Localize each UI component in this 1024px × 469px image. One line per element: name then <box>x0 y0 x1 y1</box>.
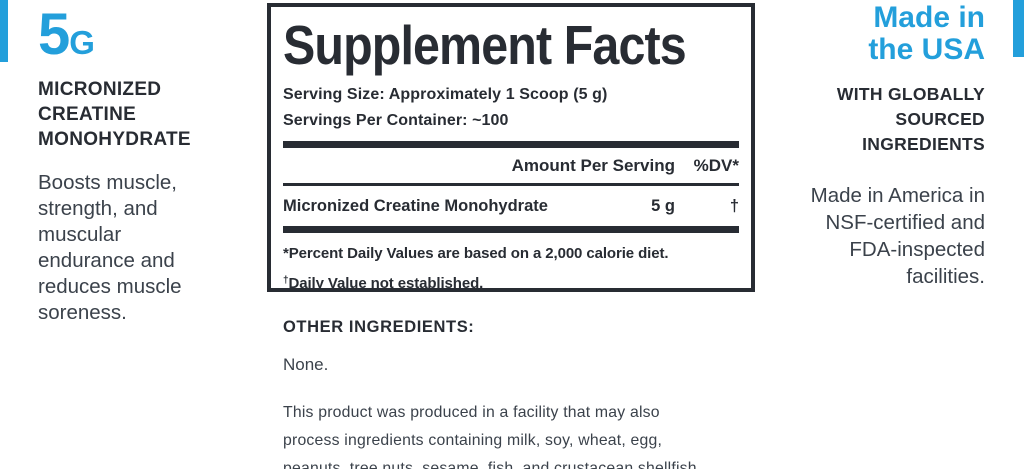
other-ingredients-heading: OTHER INGREDIENTS: <box>283 318 475 336</box>
globally-sourced-subheading: WITH GLOBALLY SOURCED INGREDIENTS <box>836 84 985 154</box>
divider-thin <box>283 183 739 187</box>
made-in-usa-heading: Made in the USA <box>868 1 985 66</box>
dose-number: 5 <box>38 2 70 67</box>
other-ingredients-value: None. <box>283 355 329 374</box>
footnote-percent-dv: *Percent Daily Values are based on a 2,0… <box>283 245 669 263</box>
right-edge-accent-bar <box>1013 0 1024 57</box>
divider-thick <box>283 226 739 234</box>
footnotes: *Percent Daily Values are based on a 2,0… <box>283 240 739 297</box>
allergen-statement: This product was produced in a facility … <box>283 404 702 469</box>
dv-header: %DV* <box>693 156 739 176</box>
supplement-facts-title: Supplement Facts <box>283 14 687 76</box>
other-ingredients-section: OTHER INGREDIENTS: None. This product wa… <box>283 318 753 469</box>
nutrient-row: Micronized Creatine Monohydrate 5 g † <box>283 186 739 226</box>
benefit-description: Boosts muscle, strength, and muscular en… <box>38 171 182 324</box>
nutrient-amount: 5 g <box>651 197 675 216</box>
dagger-symbol: † <box>283 275 289 287</box>
supplement-facts-panel: Supplement Facts Serving Size: Approxima… <box>267 3 755 292</box>
ingredient-heading: MICRONIZED CREATINE MONOHYDRATE <box>38 79 191 150</box>
dose-amount: 5G <box>38 6 233 64</box>
servings-per-container: Servings Per Container: ~100 <box>283 112 509 130</box>
divider-thick <box>283 141 739 149</box>
footnote-text: Daily Value not established. <box>288 275 484 293</box>
nutrient-name: Micronized Creatine Monohydrate <box>283 197 548 216</box>
serving-size: Serving Size: Approximately 1 Scoop (5 g… <box>283 86 608 104</box>
nutrient-dv: † <box>729 197 739 216</box>
benefit-column: 5G MICRONIZED CREATINE MONOHYDRATE Boost… <box>38 6 233 326</box>
dose-unit: G <box>69 24 95 61</box>
made-in-usa-column: Made in the USA WITH GLOBALLY SOURCED IN… <box>785 2 985 290</box>
footnote-dv-not-established: †Daily Value not established. <box>283 267 739 297</box>
left-edge-accent-bar <box>0 0 8 62</box>
serving-info: Serving Size: Approximately 1 Scoop (5 g… <box>283 82 739 134</box>
facts-header-row: Amount Per Serving %DV* <box>283 148 739 183</box>
amount-per-serving-header: Amount Per Serving <box>511 156 675 176</box>
facilities-description: Made in America in NSF-certified and FDA… <box>810 184 985 288</box>
